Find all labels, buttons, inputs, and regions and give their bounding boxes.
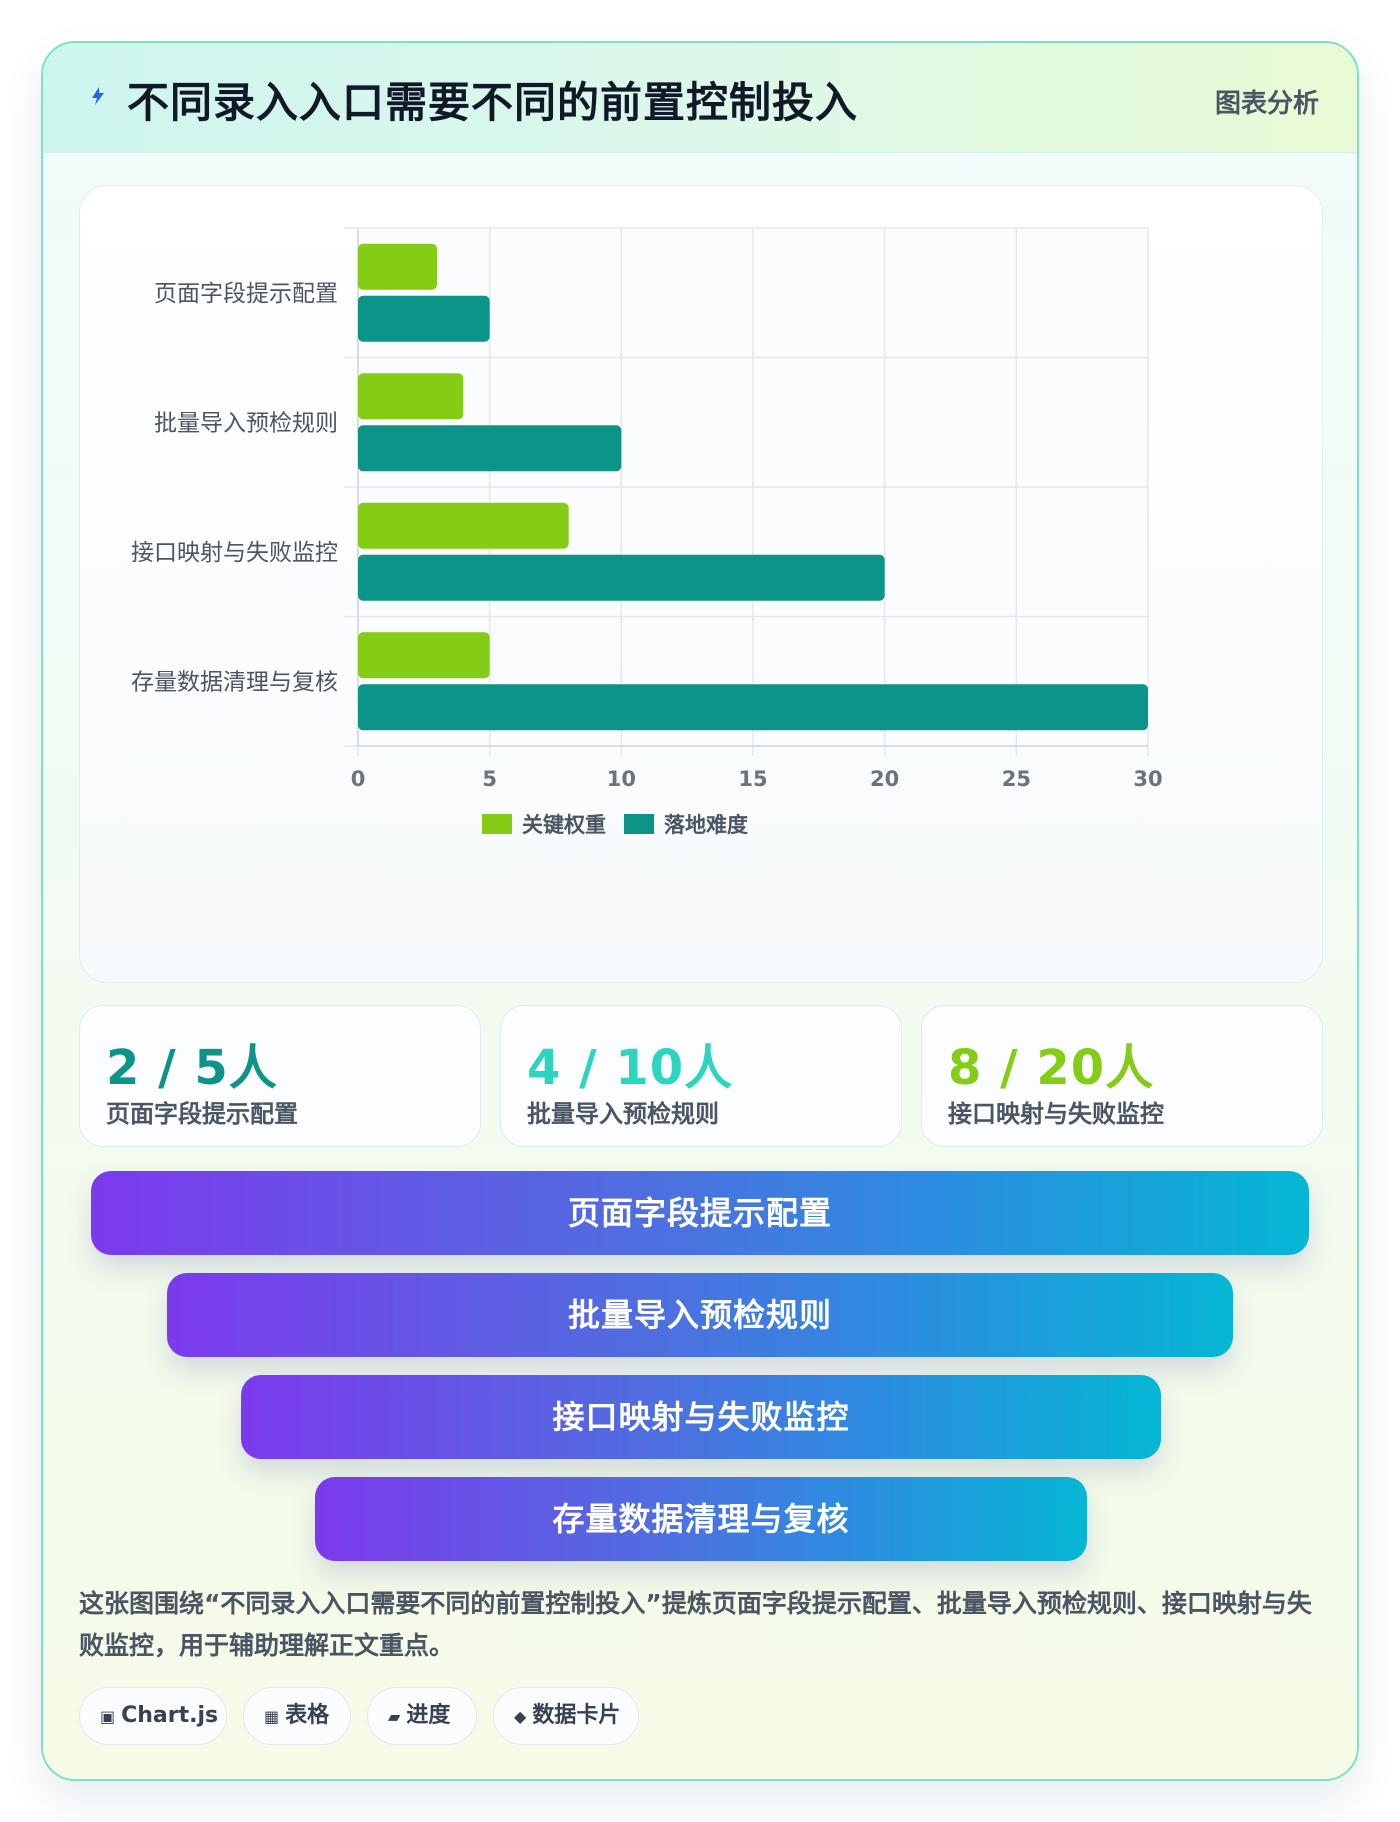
stat-value: 4 / 10人 — [527, 1040, 734, 1096]
stat-card: 2 / 5人 页面字段提示配置 — [79, 1005, 481, 1147]
lightning-icon — [92, 87, 104, 105]
x-tick-label: 20 — [870, 767, 899, 791]
chart-analysis-tag: 图表分析 — [1214, 89, 1319, 119]
x-tick-label: 5 — [482, 767, 497, 791]
stat-card: 4 / 10人 批量导入预检规则 — [500, 1005, 902, 1147]
chip-progress[interactable]: ▰ 进度 — [367, 1687, 477, 1745]
legend-label: 关键权重 — [522, 813, 606, 837]
stat-value: 2 / 5人 — [106, 1040, 278, 1096]
progress-icon: ▰ — [388, 1707, 401, 1726]
bar-chart-panel: 0 5 10 15 20 25 30 页面字段提示配置 批量导入预检规则接口映射与失败监控 存量数… — [79, 185, 1323, 983]
legend-label: 落地难度 — [664, 813, 748, 837]
funnel-stage: 接口映射与失败监控 — [241, 1375, 1161, 1459]
chart-card: 不同录入入口需要不同的前置控制投入 图表分析 0 5 10 15 20 25 30 页面字段提… — [41, 41, 1359, 1781]
chart-description: 这张图围绕“不同录入入口需要不同的前置控制投入”提炼页面字段提示配置、批量导入预… — [79, 1589, 1312, 1660]
chart-icon: ▣ — [100, 1707, 116, 1726]
bar-chart: 0 5 10 15 20 25 30 页面字段提示配置批量导入预检规则接口映射与失败监控存量数… — [131, 227, 1163, 837]
x-tick-label: 25 — [1002, 767, 1031, 791]
bar-weight — [358, 373, 464, 420]
stat-cards: 2 / 5人 页面字段提示配置 4 / 10人 批量导入预检规则 8 / 20人… — [79, 1005, 1323, 1147]
funnel: 页面字段提示配置 批量导入预检规则 接口映射与失败监控 存量数据清理与复核 — [43, 1171, 1357, 1591]
funnel-stage: 存量数据清理与复核 — [315, 1477, 1087, 1561]
stat-value: 8 / 20人 — [948, 1040, 1155, 1096]
x-tick-label: 0 — [351, 767, 366, 791]
bar-weight — [358, 632, 490, 679]
stat-label: 批量导入预检规则 — [527, 1100, 719, 1128]
stat-card: 8 / 20人 接口映射与失败监控 — [921, 1005, 1323, 1147]
funnel-stage: 批量导入预检规则 — [167, 1273, 1233, 1357]
chip-label: 数据卡片 — [532, 1703, 621, 1728]
y-tick-label: 页面字段提示配置 — [154, 281, 338, 307]
bar-weight — [358, 243, 437, 290]
chip-chartjs[interactable]: ▣ Chart.js — [79, 1687, 227, 1745]
y-tick-label: 存量数据清理与复核 — [131, 669, 338, 695]
chip-label: 表格 — [285, 1703, 330, 1728]
card-icon: ◆ — [514, 1707, 527, 1726]
y-tick-label: 批量导入预检规则 — [154, 410, 338, 436]
x-tick-label: 30 — [1133, 767, 1162, 791]
stat-label: 页面字段提示配置 — [106, 1100, 298, 1128]
stat-label: 接口映射与失败监控 — [948, 1100, 1164, 1128]
chip-label: 进度 — [406, 1703, 451, 1728]
funnel-stage: 页面字段提示配置 — [91, 1171, 1309, 1255]
chip-label: Chart.js — [121, 1703, 219, 1728]
chip-table[interactable]: ▦ 表格 — [243, 1687, 351, 1745]
card-header: 不同录入入口需要不同的前置控制投入 图表分析 — [43, 43, 1357, 153]
chip-data-card[interactable]: ◆ 数据卡片 — [493, 1687, 639, 1745]
x-tick-label: 15 — [738, 767, 767, 791]
bar-difficulty — [358, 425, 622, 472]
bar-difficulty — [358, 295, 490, 342]
x-tick-label: 10 — [607, 767, 636, 791]
page-title: 不同录入入口需要不同的前置控制投入 — [127, 78, 859, 127]
y-tick-label: 接口映射与失败监控 — [131, 540, 338, 566]
legend-swatch — [482, 814, 512, 834]
bar-difficulty — [358, 554, 885, 601]
legend-swatch — [624, 814, 654, 834]
table-icon: ▦ — [264, 1707, 280, 1726]
bar-difficulty — [358, 684, 1148, 731]
bar-weight — [358, 502, 569, 549]
